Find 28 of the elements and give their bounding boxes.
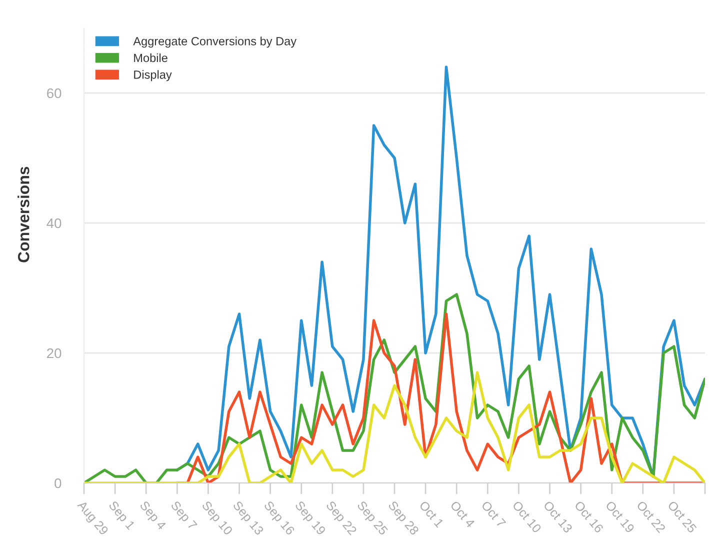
x-tick-label: Sep 10 [200,500,234,538]
y-axis-title: Conversions [18,166,30,262]
x-tick-label: Oct 25 [667,500,698,534]
x-tick-label: Oct 1 [418,500,444,528]
x-tick-label: Oct 16 [574,500,604,534]
x-tick-label: Oct 13 [543,500,573,534]
y-tick-label: 0 [54,478,62,488]
y-tick-label: 20 [47,348,62,358]
x-tick-label: Aug 29 [75,500,109,538]
x-tick-label: Oct 22 [636,500,666,534]
x-tick-label: Sep 13 [230,500,264,538]
y-tick-label: 40 [46,218,62,228]
legend-label: Aggregate Conversions by Day [133,36,297,48]
x-tick-label: Oct 19 [605,500,635,534]
x-tick-label: Oct 7 [480,500,506,528]
x-tick-label: Sep 16 [262,500,296,538]
x-tick-label: Oct 10 [512,500,542,534]
x-tick-label: Sep 4 [138,500,167,532]
y-tick-label: 60 [47,88,62,98]
x-tick-label: Sep 1 [106,500,136,532]
x-tick-label: Sep 22 [324,500,358,538]
x-tick-label: Sep 7 [168,500,198,532]
x-tick-label: Sep 19 [292,500,326,538]
legend-label: Mobile [134,53,168,62]
legend-label: Display [134,70,172,82]
x-tick-label: Sep 28 [386,500,420,538]
x-tick-label: Sep 25 [354,500,388,538]
x-tick-label: Oct 4 [450,500,476,528]
